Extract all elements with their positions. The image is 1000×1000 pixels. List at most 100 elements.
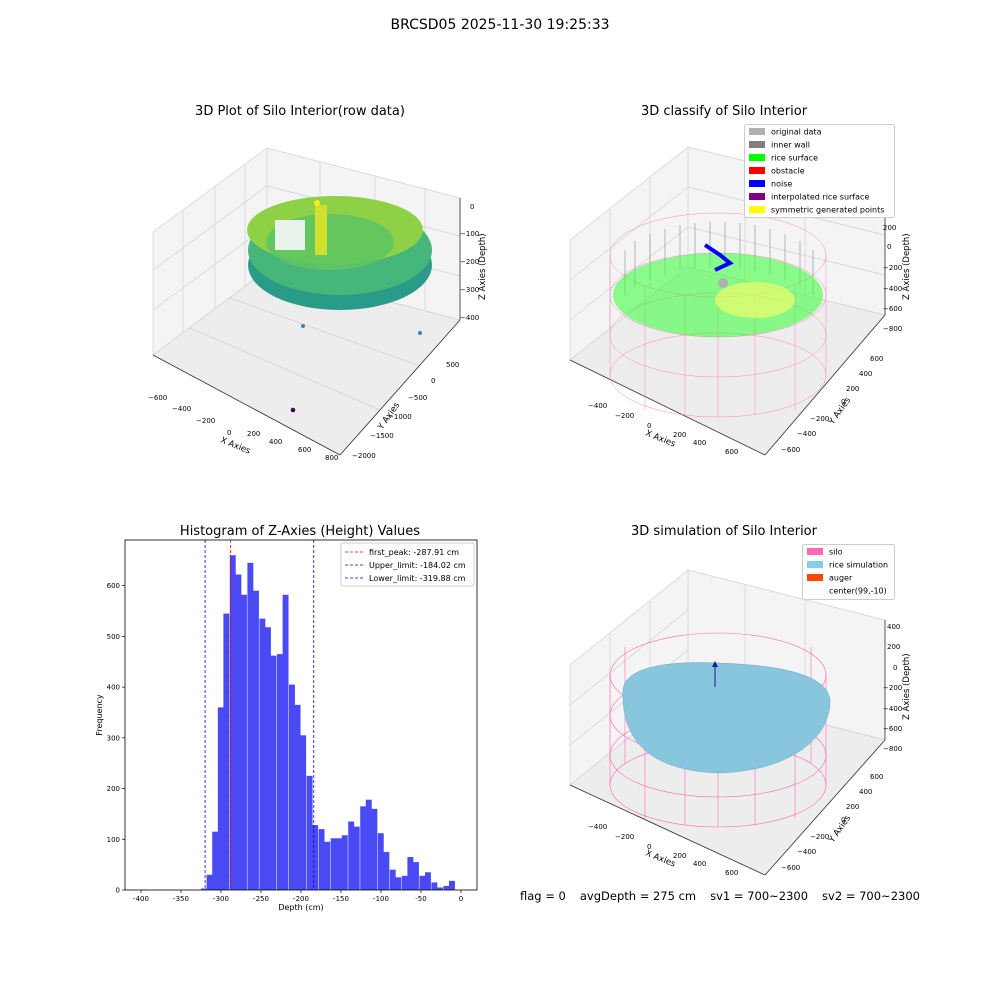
histogram-bar (431, 882, 438, 890)
histogram-bar (336, 838, 343, 890)
histogram-bar (247, 562, 254, 890)
legend-label: symmetric generated points (771, 206, 884, 215)
x-tick-label: -150 (333, 895, 349, 903)
histogram-bar (341, 835, 348, 890)
y-tick-label: 200 (107, 785, 120, 793)
legend-swatch (749, 141, 765, 148)
y-tick: 200 (846, 803, 859, 811)
legend-swatch (749, 167, 765, 174)
panel3-title: Histogram of Z-Axies (Height) Values (179, 524, 421, 539)
y-tick: −1500 (370, 432, 394, 440)
histogram-bar (365, 799, 372, 890)
histogram-bar (235, 574, 242, 890)
y-tick: 400 (859, 370, 872, 378)
histogram-bar (282, 594, 289, 890)
x-tick: −200 (615, 833, 634, 841)
x-tick: −400 (588, 402, 607, 410)
histogram-bar (277, 654, 283, 890)
y-tick-label: 300 (107, 734, 120, 742)
x-tick: −400 (172, 405, 191, 413)
x-tick: −400 (588, 823, 607, 831)
legend-label: auger (829, 574, 853, 583)
x-tick: 400 (693, 860, 706, 868)
x-tick-label: -300 (213, 895, 229, 903)
z-tick: 200 (887, 643, 900, 651)
y-tick: 200 (846, 385, 859, 393)
outlier-point (314, 200, 320, 206)
y-tick: 600 (870, 355, 883, 363)
histogram-bar (300, 735, 307, 890)
histogram-bar (223, 613, 230, 890)
y-axis-label: Frequency (95, 694, 104, 736)
panel3-histogram: -400 -350 -300 -250 -200 -150 -100 -50 0 0 100 200… (95, 539, 478, 912)
x-tick: 0 (647, 843, 651, 851)
x-tick: 600 (725, 869, 738, 877)
x-tick: 200 (247, 430, 260, 438)
histogram-bar (413, 862, 419, 890)
hist-legend: first_peak: -287.91 cm Upper_limit: -184.… (340, 542, 475, 587)
panel2-symmetric-points (715, 282, 795, 318)
panel4-surface3d: −400 −200 0 200 400 600 600 400 200 0 −2… (569, 569, 912, 877)
legend-label: Upper_limit: -184.02 cm (369, 561, 466, 570)
histogram-bar (217, 707, 224, 890)
x-tick-label: -400 (133, 895, 149, 903)
z-tick: 0 (887, 243, 891, 251)
y-tick: −400 (797, 430, 816, 438)
x-tick: 400 (269, 438, 282, 446)
ref-lines (204, 540, 315, 890)
x-tick: −200 (615, 412, 634, 420)
legend-swatch (749, 206, 765, 213)
z-axis-label: Z Axies (Depth) (902, 653, 912, 720)
hist-legend-items: first_peak: -287.91 cm Upper_limit: -184.… (345, 548, 466, 583)
panel4-rice-simulation (622, 662, 831, 774)
legend-swatch (807, 548, 823, 555)
histogram-bar (389, 869, 396, 890)
histogram-bar (425, 872, 431, 890)
flag-text: flag = 0 (520, 889, 566, 903)
legend-label: center(99,-10) (829, 587, 887, 596)
histogram-bar (206, 874, 213, 890)
y-tick: −2000 (352, 452, 376, 460)
x-axis-label: Depth (cm) (278, 903, 323, 912)
histogram-bar (253, 590, 259, 890)
z-tick: −400 (883, 705, 902, 713)
x-tick-label: -50 (415, 895, 426, 903)
histogram-bar (259, 618, 266, 890)
x-tick-label: -100 (373, 895, 389, 903)
z-axis-label: Z Axies (Depth) (902, 233, 912, 300)
x-tick: 600 (298, 446, 311, 454)
histogram-bar (318, 829, 325, 890)
legend-swatch (749, 193, 765, 200)
legend-swatch (749, 180, 765, 187)
histogram-bar (377, 833, 384, 890)
z-tick: −600 (883, 305, 902, 313)
panel1-scatter3d: −600 −400 −200 0 200 400 600 800 500 0 −… (148, 147, 488, 462)
sv1-text: sv1 = 700~2300 (710, 889, 809, 903)
histogram-bar (324, 841, 331, 890)
y-tick: −600 (781, 864, 800, 872)
histogram-bar (419, 875, 426, 890)
outlier-point (418, 331, 422, 335)
z-tick: −800 (883, 325, 902, 333)
panel4-auger-arrow (712, 661, 718, 667)
z-tick: 200 (883, 224, 896, 232)
histogram-bar (449, 880, 455, 890)
outlier-point (290, 407, 296, 413)
z-axis-label: Z Axies (Depth) (478, 233, 488, 300)
y-tick: 0 (431, 377, 435, 385)
histogram-bar (306, 775, 313, 890)
y-tick: 600 (870, 773, 883, 781)
sv2-text: sv2 = 700~2300 (822, 889, 920, 903)
x-tick: −600 (148, 394, 167, 402)
y-tick: 400 (859, 788, 872, 796)
y-tick-label: 100 (107, 836, 120, 844)
z-tick: −200 (460, 258, 479, 266)
z-tick: −200 (883, 684, 902, 692)
z-tick: −100 (460, 230, 479, 238)
x-tick: 600 (725, 448, 738, 456)
panel4-title: 3D simulation of Silo Interior (631, 524, 817, 539)
histogram-bar (383, 851, 390, 890)
panel2-original-data (718, 278, 728, 288)
panel1-title: 3D Plot of Silo Interior(row data) (195, 104, 405, 119)
legend-label: rice simulation (829, 561, 888, 570)
